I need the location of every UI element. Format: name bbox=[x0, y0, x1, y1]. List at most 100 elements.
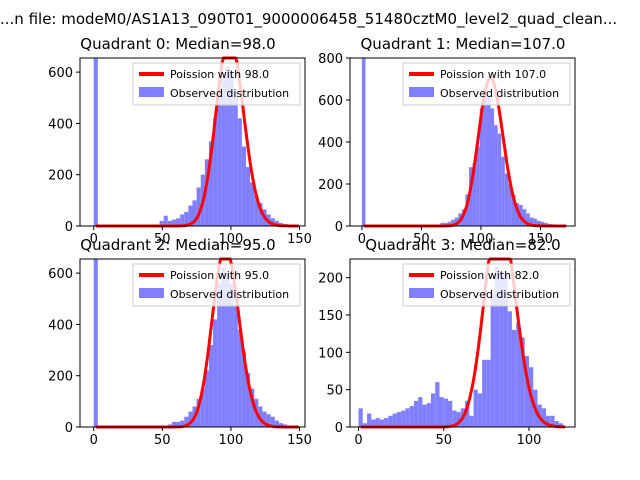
histogram-bar bbox=[184, 416, 189, 427]
histogram-bar bbox=[258, 202, 263, 226]
histogram-bar bbox=[396, 412, 402, 427]
histogram-bar bbox=[494, 125, 498, 226]
histogram-bar bbox=[233, 306, 238, 427]
panel-quadrant-0: Quadrant 0: Median=98.0 0 50 100 150 0 200 400… bbox=[48, 35, 312, 247]
x-tick-label: 150 bbox=[287, 433, 312, 448]
histogram-bar bbox=[469, 415, 474, 427]
histogram-bar bbox=[371, 419, 376, 427]
histogram-bar bbox=[511, 194, 516, 226]
histogram-bar bbox=[524, 356, 529, 427]
histogram-bar bbox=[515, 202, 520, 226]
y-tick-label: 0 bbox=[335, 421, 343, 436]
histogram-bar bbox=[544, 222, 548, 226]
y-tick-label: 400 bbox=[318, 136, 343, 151]
legend-observed-label: Observed distribution bbox=[170, 288, 289, 301]
legend-frame bbox=[402, 263, 571, 307]
histogram-bar bbox=[558, 423, 564, 427]
histogram bbox=[93, 58, 296, 227]
histogram-bar bbox=[447, 221, 452, 226]
histogram-bar bbox=[362, 423, 368, 427]
histogram-bar bbox=[494, 266, 500, 427]
histogram-bar bbox=[266, 414, 271, 427]
histogram-bar bbox=[208, 141, 214, 226]
legend: Poission with 98.0 Observed distribution bbox=[132, 62, 301, 106]
histogram-bar bbox=[541, 408, 547, 427]
histogram-bar bbox=[448, 400, 453, 427]
panel-quadrant-2: Quadrant 2: Median=95.0 0 50 100 150 0 200 400… bbox=[48, 236, 312, 448]
axes: 0 50 100 150 0 200 400 600 bbox=[48, 57, 312, 247]
histogram-bar bbox=[476, 146, 480, 226]
histogram-bar bbox=[477, 393, 483, 427]
x-tick-label: 50 bbox=[413, 232, 430, 247]
histogram-bar bbox=[213, 319, 218, 427]
histogram-bar bbox=[388, 415, 393, 427]
legend: Poission with 95.0 Observed distribution bbox=[132, 263, 301, 307]
histogram-bar bbox=[473, 389, 478, 427]
histogram-bar bbox=[483, 95, 487, 226]
histogram-bar bbox=[217, 95, 222, 226]
y-tick-label: 100 bbox=[318, 346, 343, 361]
histogram bbox=[361, 58, 566, 226]
legend-observed-label: Observed distribution bbox=[170, 87, 289, 100]
legend-observed-label: Observed distribution bbox=[440, 87, 559, 100]
histogram-bar bbox=[422, 404, 427, 427]
x-tick-label: 0 bbox=[90, 433, 98, 448]
legend: Poission with 107.0 Observed distributio… bbox=[402, 62, 571, 106]
histogram-bar bbox=[367, 413, 372, 427]
histogram-bar bbox=[529, 217, 534, 226]
histogram-bar bbox=[533, 218, 537, 226]
histogram-bar bbox=[93, 58, 98, 226]
histogram-bar bbox=[171, 421, 177, 427]
x-tick-label: 50 bbox=[154, 232, 171, 247]
y-tick-label: 600 bbox=[48, 267, 73, 282]
y-tick-label: 200 bbox=[48, 169, 73, 184]
figure-title: ...n file: modeM0/AS1A13_090T01_90000064… bbox=[0, 10, 617, 29]
histogram-bar bbox=[208, 344, 214, 427]
panel-title: Quadrant 1: Median=107.0 bbox=[361, 35, 566, 53]
histogram-bar bbox=[176, 218, 181, 226]
histogram-bar bbox=[392, 413, 397, 427]
histogram-bar bbox=[274, 420, 279, 427]
histogram-bar bbox=[213, 118, 218, 226]
histogram-bar bbox=[196, 398, 201, 427]
x-tick-label: 150 bbox=[528, 232, 553, 247]
panel-quadrant-3: Quadrant 3: Median=82.0 0 50 100 0 50 100 150 2… bbox=[318, 236, 576, 448]
histogram-bar bbox=[246, 167, 251, 226]
histogram-bar bbox=[508, 184, 512, 226]
histogram-bar bbox=[401, 410, 406, 427]
histogram-bar bbox=[511, 329, 517, 427]
histogram-bar bbox=[270, 416, 275, 427]
y-tick-label: 400 bbox=[48, 318, 73, 333]
histogram-bar bbox=[180, 214, 185, 226]
axes-frame bbox=[79, 57, 306, 227]
legend-frame bbox=[402, 62, 571, 106]
histogram-bar bbox=[384, 418, 389, 427]
histogram-bar bbox=[469, 167, 473, 226]
histogram-bar bbox=[188, 411, 193, 427]
histogram-bar bbox=[536, 220, 541, 226]
histogram-bar bbox=[550, 415, 555, 427]
legend: Poission with 82.0 Observed distribution bbox=[402, 263, 571, 307]
histogram-bar bbox=[171, 219, 177, 226]
histogram-bar bbox=[358, 408, 363, 427]
y-tick-label: 200 bbox=[48, 370, 73, 385]
legend-observed-swatch bbox=[139, 87, 164, 97]
histogram-bar bbox=[184, 211, 189, 226]
histogram-bar bbox=[546, 415, 551, 427]
histogram-bar bbox=[439, 397, 444, 427]
histogram-bar bbox=[435, 382, 440, 427]
histogram-bar bbox=[499, 270, 504, 427]
y-tick-label: 600 bbox=[318, 94, 343, 109]
histogram-bar bbox=[486, 95, 491, 226]
histogram-bar bbox=[430, 393, 436, 427]
legend-frame bbox=[132, 263, 301, 307]
histogram-bar bbox=[233, 92, 238, 227]
x-tick-label: 100 bbox=[219, 232, 244, 247]
histogram-bar bbox=[217, 283, 222, 427]
histogram-bar bbox=[229, 72, 234, 226]
axes-frame bbox=[349, 258, 576, 428]
histogram-bar bbox=[225, 273, 230, 427]
y-tick-label: 200 bbox=[318, 178, 343, 193]
histogram-bar bbox=[413, 400, 419, 427]
histogram-bar bbox=[375, 418, 380, 427]
